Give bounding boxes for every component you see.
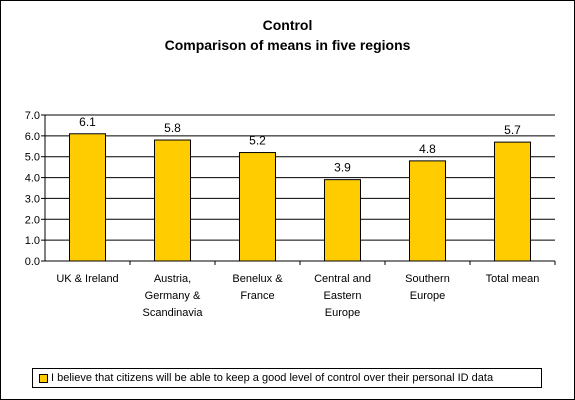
y-tick-label: 4.0 — [25, 173, 40, 185]
x-tick-label: Southern — [405, 273, 450, 285]
data-label: 5.7 — [504, 123, 521, 137]
y-tick-label: 7.0 — [25, 110, 40, 122]
x-tick-label: Austria, — [154, 273, 191, 285]
data-label: 3.9 — [334, 161, 351, 175]
y-tick-label: 2.0 — [25, 214, 40, 226]
chart-subtitle: Comparison of means in five regions — [164, 37, 411, 53]
data-label: 5.2 — [249, 134, 266, 148]
data-label: 4.8 — [419, 142, 436, 156]
chart-title: Control — [262, 17, 313, 33]
y-tick-label: 3.0 — [25, 193, 40, 205]
x-tick-label: Germany & — [145, 290, 201, 302]
x-tick-label: France — [240, 290, 274, 302]
bar — [239, 152, 276, 262]
bar — [154, 139, 191, 262]
bar — [494, 141, 531, 262]
bar — [409, 160, 446, 262]
data-label: 6.1 — [79, 115, 96, 129]
x-tick-label: UK & Ireland — [56, 273, 118, 285]
x-tick-label: Total mean — [486, 273, 540, 285]
x-tick-label: Benelux & — [232, 273, 283, 285]
x-tick-label: Central and — [314, 273, 371, 285]
x-tick-label: Eastern — [324, 290, 362, 302]
x-tick-label: Scandinavia — [143, 307, 204, 319]
y-tick-label: 0.0 — [25, 256, 40, 268]
y-tick-label: 6.0 — [25, 131, 40, 143]
legend-swatch — [39, 374, 48, 383]
legend: I believe that citizens will be able to … — [32, 368, 542, 388]
bar — [324, 179, 361, 262]
x-tick-label: Europe — [410, 290, 445, 302]
data-label: 5.8 — [164, 121, 181, 135]
y-tick-label: 1.0 — [25, 235, 40, 247]
y-tick-label: 5.0 — [25, 152, 40, 164]
x-tick-label: Europe — [325, 307, 360, 319]
legend-label: I believe that citizens will be able to … — [51, 372, 494, 384]
bar — [69, 133, 106, 262]
